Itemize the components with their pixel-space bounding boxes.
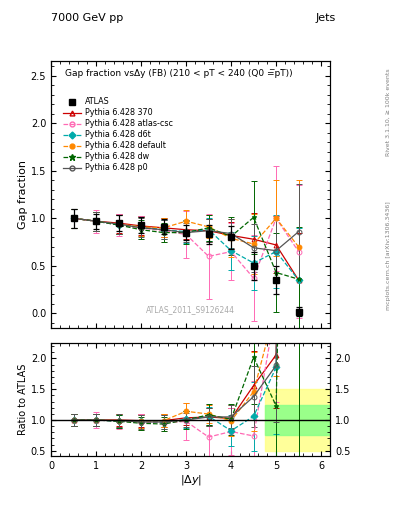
- X-axis label: $|\Delta y|$: $|\Delta y|$: [180, 473, 202, 487]
- Text: mcplots.cern.ch [arXiv:1306.3436]: mcplots.cern.ch [arXiv:1306.3436]: [386, 202, 391, 310]
- Y-axis label: Gap fraction: Gap fraction: [18, 160, 28, 229]
- Text: Gap fraction vsΔy (FB) (210 < pT < 240 (Q0 =̅pT̅)): Gap fraction vsΔy (FB) (210 < pT < 240 (…: [65, 70, 293, 78]
- Bar: [265, 389, 330, 451]
- Y-axis label: Ratio to ATLAS: Ratio to ATLAS: [18, 364, 28, 435]
- Bar: [265, 404, 330, 435]
- Text: Jets: Jets: [316, 13, 336, 23]
- Text: Rivet 3.1.10, ≥ 100k events: Rivet 3.1.10, ≥ 100k events: [386, 69, 391, 157]
- Text: 7000 GeV pp: 7000 GeV pp: [51, 13, 123, 23]
- Text: ATLAS_2011_S9126244: ATLAS_2011_S9126244: [146, 305, 235, 314]
- Legend: ATLAS, Pythia 6.428 370, Pythia 6.428 atlas-csc, Pythia 6.428 d6t, Pythia 6.428 : ATLAS, Pythia 6.428 370, Pythia 6.428 at…: [64, 97, 173, 173]
